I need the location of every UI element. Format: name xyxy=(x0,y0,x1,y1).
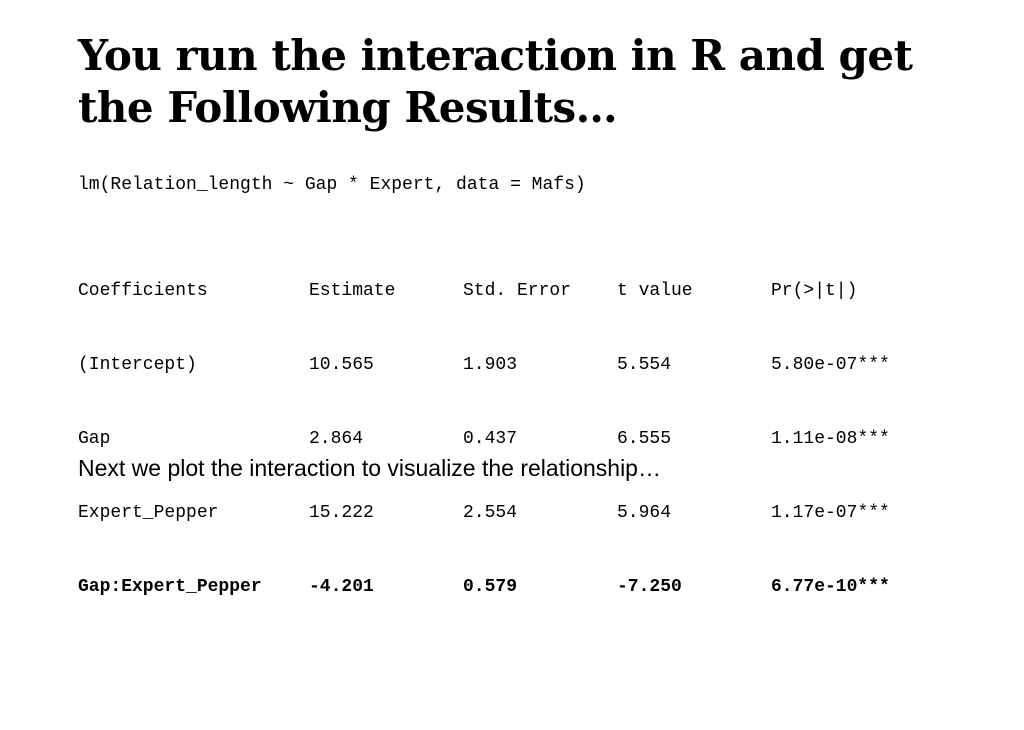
p-value: 1.11e-08*** xyxy=(771,429,890,449)
p-value: 1.17e-07*** xyxy=(771,503,890,523)
table-row-highlighted: Gap:Expert_Pepper -4.201 0.579 -7.250 6.… xyxy=(78,576,890,610)
slide-caption: Next we plot the interaction to visualiz… xyxy=(78,455,661,481)
table-row: Expert_Pepper 15.222 2.554 5.964 1.17e-0… xyxy=(78,502,890,536)
term-name: Gap:Expert_Pepper xyxy=(78,577,262,597)
t-value: -7.250 xyxy=(617,577,682,597)
header-std-error: Std. Error xyxy=(463,281,572,301)
term-name: Gap xyxy=(78,429,111,449)
std-error-value: 0.579 xyxy=(463,577,518,597)
slide-title-line-2: the Following Results… xyxy=(78,83,618,132)
t-value: 5.554 xyxy=(617,355,672,375)
p-value: 5.80e-07*** xyxy=(771,355,890,375)
estimate-value: -4.201 xyxy=(309,577,374,597)
header-t-value: t value xyxy=(617,281,693,301)
header-coefficients: Coefficients xyxy=(78,281,208,301)
table-row: Gap 2.864 0.437 6.555 1.11e-08*** xyxy=(78,428,890,462)
header-estimate: Estimate xyxy=(309,281,396,301)
std-error-value: 0.437 xyxy=(463,429,518,449)
coefficients-table: Coefficients Estimate Std. Error t value… xyxy=(78,240,890,630)
header-p-value: Pr(>|t|) xyxy=(771,281,858,301)
coefficients-header-row: Coefficients Estimate Std. Error t value… xyxy=(78,280,857,314)
t-value: 5.964 xyxy=(617,503,672,523)
estimate-value: 15.222 xyxy=(309,503,374,523)
term-name: (Intercept) xyxy=(78,355,197,375)
model-formula: lm(Relation_length ~ Gap * Expert, data … xyxy=(78,175,586,195)
table-row: (Intercept) 10.565 1.903 5.554 5.80e-07*… xyxy=(78,354,890,388)
p-value: 6.77e-10*** xyxy=(771,577,890,597)
std-error-value: 1.903 xyxy=(463,355,518,375)
estimate-value: 10.565 xyxy=(309,355,374,375)
t-value: 6.555 xyxy=(617,429,672,449)
slide-title-line-1: You run the interaction in R and get xyxy=(78,31,913,80)
std-error-value: 2.554 xyxy=(463,503,518,523)
slide-title: You run the interaction in R and get the… xyxy=(78,30,978,134)
estimate-value: 2.864 xyxy=(309,429,364,449)
term-name: Expert_Pepper xyxy=(78,503,219,523)
